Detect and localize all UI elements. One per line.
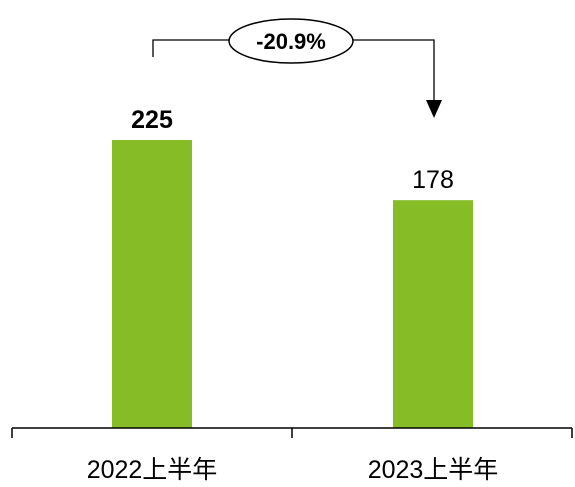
change-ellipse [228,18,354,64]
bars-group [112,140,473,428]
change-percent-label: -20.9% [256,29,326,54]
value-labels-group: 225 178 [131,106,454,194]
bar-2023上半年 [393,200,473,428]
value-label: 178 [412,166,454,194]
change-annotation: -20.9% [152,18,442,118]
value-label: 225 [131,106,173,134]
x-tick-label: 2022上半年 [87,456,218,484]
bar-2022上半年 [112,140,192,428]
change-arrowhead [426,100,442,118]
tick-labels-group: 2022上半年 2023上半年 [87,456,499,484]
x-tick-label: 2023上半年 [368,456,499,484]
